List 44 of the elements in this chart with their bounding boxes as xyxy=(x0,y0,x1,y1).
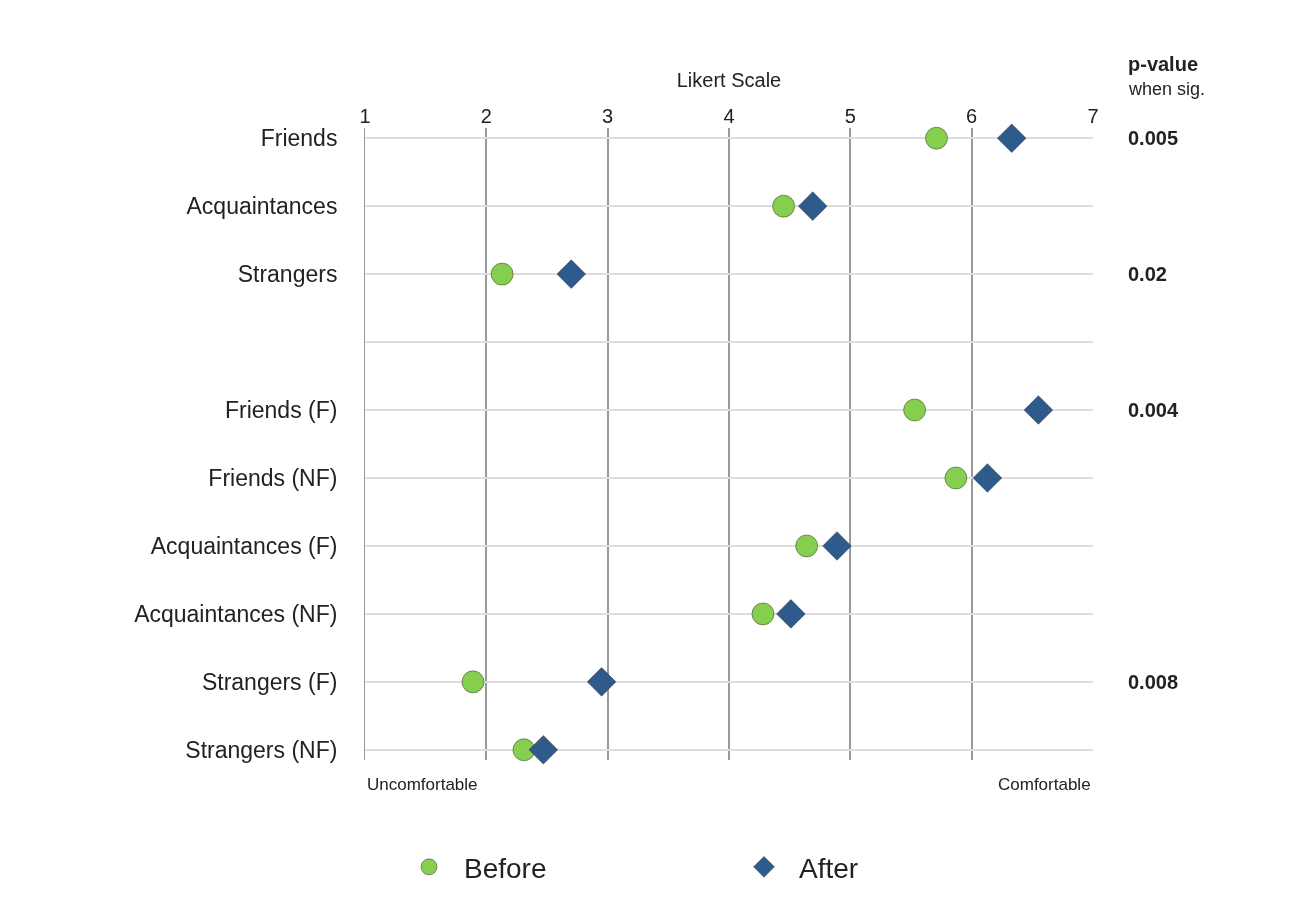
legend-label: After xyxy=(799,852,859,884)
point xyxy=(997,123,1027,153)
text: 0.02 xyxy=(1128,263,1167,285)
point xyxy=(528,735,558,765)
point xyxy=(925,126,948,150)
x-tick-label: 5 xyxy=(844,105,856,127)
y-tick-label: Friends (NF) xyxy=(208,465,338,492)
point xyxy=(776,599,806,629)
y-tick-label: Strangers (NF) xyxy=(185,736,338,763)
y-tick-label: Friends xyxy=(260,125,338,152)
point xyxy=(556,259,586,289)
point xyxy=(751,602,775,626)
x-tick-label: 1 xyxy=(359,105,371,127)
point xyxy=(772,194,795,218)
y-tick-label: Acquaintances xyxy=(186,193,338,220)
point xyxy=(903,398,926,422)
legend-label: Before xyxy=(464,852,547,884)
point xyxy=(1023,395,1053,425)
x-tick-label: 3 xyxy=(602,105,614,127)
x-tick-label: 2 xyxy=(480,105,492,127)
y-tick-label: Acquaintances (F) xyxy=(150,532,338,559)
x-tick-label: 6 xyxy=(966,105,978,127)
text: Comfortable xyxy=(998,775,1091,794)
text: Uncomfortable xyxy=(367,775,478,794)
point xyxy=(795,534,818,558)
point xyxy=(972,463,1002,493)
x-tick-label: 7 xyxy=(1087,105,1099,127)
text: when sig. xyxy=(1128,79,1206,99)
point xyxy=(587,667,617,697)
x-tick-label: 4 xyxy=(723,105,735,127)
y-tick-label: Strangers xyxy=(237,261,338,288)
point xyxy=(822,531,852,561)
text: 0.004 xyxy=(1128,399,1179,421)
y-tick-label: Strangers (F) xyxy=(201,668,338,695)
point xyxy=(490,262,514,286)
point xyxy=(798,191,828,221)
text: p-value xyxy=(1128,53,1199,75)
text: 0.008 xyxy=(1128,671,1179,693)
point xyxy=(461,670,485,694)
y-tick-label: Acquaintances (NF) xyxy=(134,600,338,627)
point xyxy=(944,466,968,490)
text: 0.005 xyxy=(1128,127,1179,149)
y-tick-label: Friends (F) xyxy=(224,397,338,424)
x-axis-title: Likert Scale xyxy=(676,68,782,91)
